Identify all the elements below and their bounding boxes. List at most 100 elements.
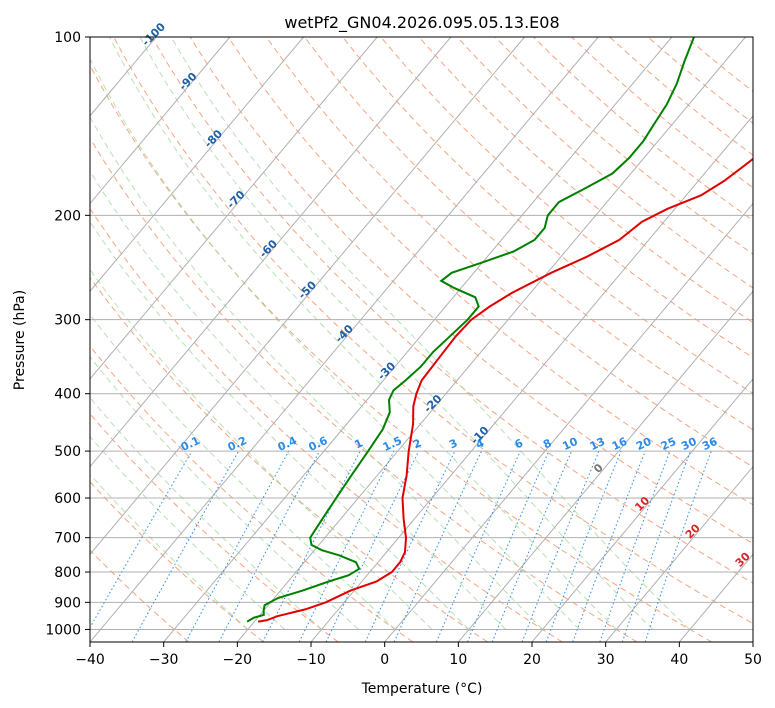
- dewpoint-profile-line: [246, 37, 695, 623]
- moist-adiabat-line: [90, 220, 470, 630]
- dry-adiabat-line: [151, 37, 753, 584]
- axis-ticks: −40 −30 −20 −10 0 10 20 30 40 50 1000 900 800 700 600 5…: [45, 30, 762, 668]
- y-tick-label: 200: [54, 208, 81, 224]
- line-labels: 0.1 0.2 0.4 0.6 1 1.5 2 3 4 6 8 10 13 16 20 25 30 36-100-…: [139, 20, 753, 570]
- isotherm-label: -100: [139, 20, 168, 49]
- isotherm-line: [678, 553, 753, 642]
- dry-adiabat-line: [494, 37, 753, 255]
- isotherm-line: [90, 37, 452, 468]
- dry-adiabat-label: 20: [683, 521, 703, 541]
- dry-adiabat-line: [90, 345, 414, 642]
- mixing-ratio-line: [599, 450, 671, 642]
- isotherm-line: [752, 641, 753, 642]
- isotherm-line: [236, 37, 746, 642]
- mixing-ratio-label: 10: [560, 435, 580, 453]
- mixing-ratio-label: 13: [588, 435, 607, 453]
- moist-adiabat-line: [170, 37, 691, 630]
- dry-adiabat-line: [265, 37, 753, 468]
- moist-adiabat-line: [90, 396, 322, 630]
- isotherm-line: [90, 37, 525, 556]
- moist-adiabat-line: [108, 37, 617, 630]
- x-tick-label: −20: [223, 652, 253, 668]
- dry-adiabat-line: [90, 481, 264, 642]
- mixing-ratio-line: [185, 450, 290, 642]
- dry-adiabat-line: [227, 37, 753, 506]
- mixing-ratio-line: [521, 450, 600, 642]
- isotherm-line: [457, 290, 753, 642]
- y-tick-label: 700: [54, 531, 81, 547]
- dry-adiabat-label: 30: [733, 549, 753, 569]
- isotherm-label: -80: [202, 127, 225, 150]
- mixing-ratio-line: [393, 450, 482, 642]
- x-tick-label: 0: [380, 652, 389, 668]
- y-tick-label: 1000: [45, 622, 81, 638]
- x-tick-label: −30: [149, 652, 179, 668]
- y-tick-label: 600: [54, 491, 81, 507]
- x-tick-label: 10: [449, 652, 467, 668]
- moist-adiabat-line: [139, 37, 654, 630]
- isotherm-line: [90, 37, 231, 205]
- isotherm-label: -30: [375, 359, 398, 382]
- dry-adiabat-line: [456, 37, 753, 289]
- mixing-ratio-line: [218, 450, 320, 642]
- x-tick-label: 30: [597, 652, 615, 668]
- x-tick-label: 20: [523, 652, 541, 668]
- isotherm-label: -50: [296, 278, 319, 301]
- mixing-ratio-line: [572, 450, 646, 642]
- y-tick-label: 500: [54, 444, 81, 460]
- plot-frame: [89, 36, 754, 643]
- y-tick-label: 800: [54, 565, 81, 581]
- mixing-ratio-line: [491, 450, 573, 642]
- mixing-ratio-label: 30: [679, 435, 699, 453]
- x-tick-label: 50: [744, 652, 762, 668]
- isotherm-line: [605, 465, 753, 642]
- y-tick-label: 400: [54, 387, 81, 403]
- mixing-ratio-label: 6: [513, 436, 526, 451]
- profile-lines: [246, 37, 753, 623]
- dry-adiabat-line: [647, 37, 753, 124]
- chart-title: wetPf2_GN04.2026.095.05.13.E08: [284, 13, 559, 33]
- mixing-ratio-label: 25: [659, 435, 678, 453]
- isotherm-label: -90: [176, 70, 199, 93]
- moist-adiabat-line: [90, 57, 580, 630]
- mixing-ratio-label: 20: [634, 435, 654, 453]
- mixing-ratio-line: [262, 450, 361, 642]
- dry-adiabat-line: [609, 37, 753, 156]
- mixing-ratio-line: [131, 450, 240, 642]
- mixing-ratio-line: [644, 450, 712, 642]
- x-tick-label: −40: [75, 652, 105, 668]
- mixing-ratio-line: [467, 450, 550, 642]
- dry-adiabat-line: [380, 37, 753, 359]
- dry-adiabat-label: 10: [632, 494, 652, 514]
- mixing-ratio-line: [435, 450, 521, 642]
- mixing-ratio-label: 3: [447, 436, 459, 451]
- dry-adiabat-line: [90, 413, 339, 642]
- y-axis-label: Pressure (hPa): [12, 290, 28, 390]
- mixing-ratio-line: [298, 450, 395, 642]
- temperature-profile-line: [257, 157, 753, 623]
- y-tick-label: 900: [54, 595, 81, 611]
- x-tick-label: −10: [296, 652, 326, 668]
- dry-adiabat-line: [418, 37, 753, 324]
- isotherm-line: [0, 37, 9, 642]
- moist-adiabat-line: [90, 116, 543, 630]
- dry-adiabat-line: [90, 207, 563, 642]
- x-tick-label: 40: [670, 652, 688, 668]
- mixing-ratio-label: 2: [411, 436, 423, 451]
- isotherm-label: -60: [257, 237, 280, 260]
- isotherm-label: -20: [421, 392, 444, 415]
- moist-adiabat-line: [90, 435, 286, 630]
- mixing-ratio-label: 36: [700, 435, 720, 453]
- isotherm-line: [531, 378, 753, 642]
- mixing-ratio-line: [621, 450, 691, 642]
- dry-adiabat-line: [90, 64, 712, 642]
- moist-adiabat-line: [90, 473, 249, 630]
- isotherm-line: [310, 115, 753, 642]
- dry-adiabat-line: [189, 37, 753, 545]
- isotherm-line: [163, 37, 673, 642]
- isotherm-line: [90, 37, 599, 642]
- mixing-ratio-line: [545, 450, 622, 642]
- isotherm-line: [384, 202, 753, 642]
- isotherm-label: -10: [468, 424, 491, 447]
